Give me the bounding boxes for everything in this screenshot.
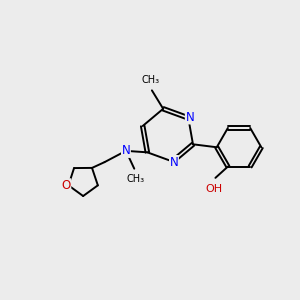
Text: O: O xyxy=(61,179,71,192)
Text: N: N xyxy=(169,156,178,169)
Text: N: N xyxy=(122,144,130,157)
Text: CH₃: CH₃ xyxy=(141,75,160,85)
Text: N: N xyxy=(185,111,194,124)
Text: CH₃: CH₃ xyxy=(127,174,145,184)
Text: OH: OH xyxy=(206,184,223,194)
